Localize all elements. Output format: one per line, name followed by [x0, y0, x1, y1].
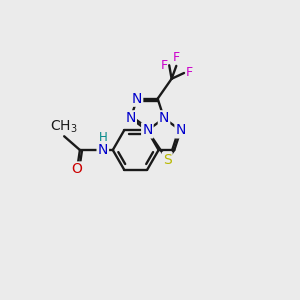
Text: N: N — [176, 123, 186, 137]
Text: N: N — [125, 111, 136, 125]
Text: O: O — [72, 163, 83, 176]
Text: F: F — [161, 59, 168, 72]
Text: N: N — [98, 143, 108, 157]
Text: N: N — [132, 92, 142, 106]
Text: N: N — [159, 111, 169, 125]
Text: CH$_3$: CH$_3$ — [50, 118, 78, 135]
Text: N: N — [142, 123, 152, 137]
Text: F: F — [173, 52, 180, 64]
Text: S: S — [163, 153, 172, 167]
Text: H: H — [99, 131, 107, 144]
Text: F: F — [185, 67, 193, 80]
